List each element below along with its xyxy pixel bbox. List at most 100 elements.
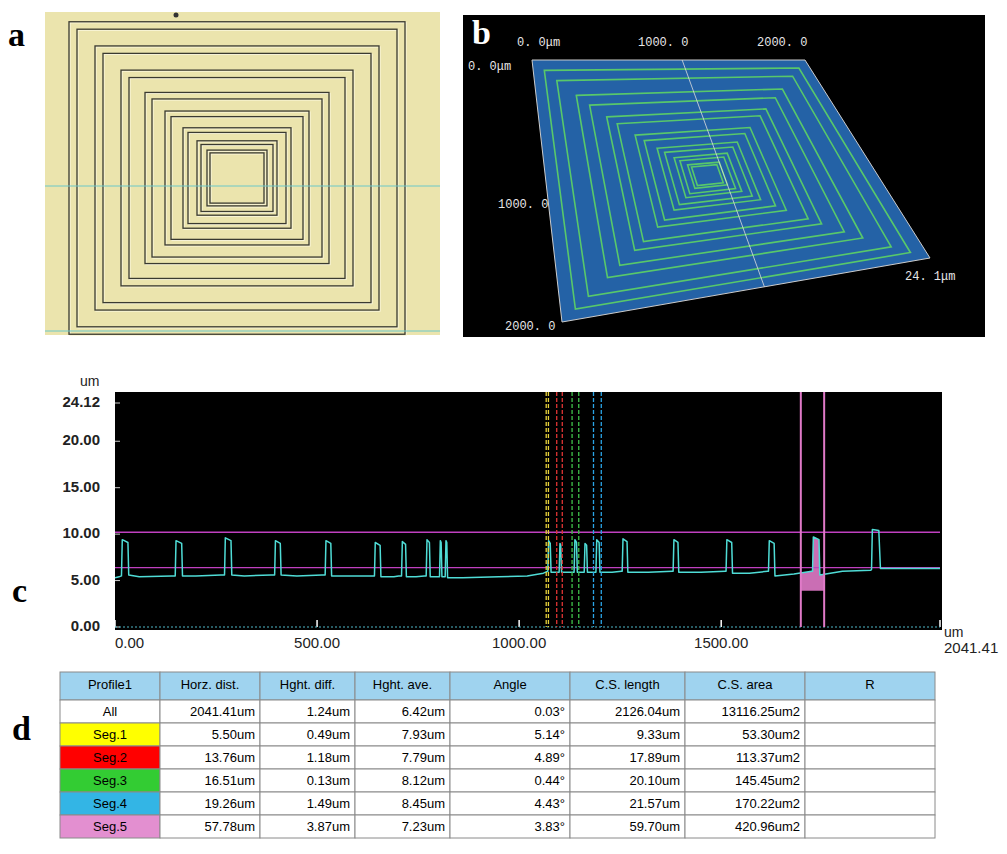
ring-highlight bbox=[184, 129, 292, 229]
segment-cursor bbox=[546, 392, 547, 627]
cell bbox=[570, 792, 685, 815]
cursor-line bbox=[45, 331, 440, 332]
background bbox=[0, 0, 1007, 854]
segment-cursor bbox=[562, 392, 563, 627]
cell bbox=[260, 746, 355, 769]
ring-highlight bbox=[130, 79, 346, 280]
label: 0.00 bbox=[71, 617, 100, 634]
ring-highlight bbox=[122, 71, 354, 287]
reference-line bbox=[115, 567, 940, 568]
label: Hght. diff. bbox=[280, 677, 335, 692]
label: 1.18um bbox=[307, 750, 350, 765]
panel-d: Profile1Horz. dist.Hght. diff.Hght. ave.… bbox=[60, 672, 935, 838]
label: 0.44° bbox=[534, 773, 565, 788]
label: R bbox=[865, 677, 874, 692]
x-tick bbox=[939, 620, 941, 627]
label: 0. 0μm bbox=[517, 36, 560, 50]
ring-highlight bbox=[208, 151, 268, 207]
label: Hght. ave. bbox=[373, 677, 432, 692]
cell bbox=[260, 769, 355, 792]
segment-cursor bbox=[601, 392, 602, 627]
ring bbox=[152, 99, 322, 257]
y-tick bbox=[115, 441, 120, 442]
cell bbox=[450, 746, 570, 769]
x-tick bbox=[316, 620, 318, 627]
x-tick bbox=[114, 620, 116, 627]
panel-letter: a bbox=[8, 16, 25, 53]
label: 145.45um2 bbox=[735, 773, 800, 788]
ring bbox=[576, 89, 863, 278]
cell bbox=[260, 700, 355, 723]
axis-title: um bbox=[944, 624, 963, 640]
ring bbox=[607, 109, 822, 251]
ring bbox=[557, 76, 891, 296]
panel-b: 0. 0μm1000. 02000. 00. 0μm1000. 02000. 0… bbox=[463, 15, 985, 337]
ring bbox=[617, 116, 808, 242]
cursor-line bbox=[682, 60, 764, 287]
panel-letter: b bbox=[472, 14, 491, 51]
cell bbox=[60, 815, 160, 838]
header-cell bbox=[685, 672, 805, 700]
label: Seg.4 bbox=[93, 796, 127, 811]
segment-cursor bbox=[548, 392, 549, 627]
ring bbox=[165, 111, 309, 245]
label: 113.37um2 bbox=[736, 750, 800, 765]
label: Seg.1 bbox=[93, 727, 127, 742]
cell bbox=[160, 723, 260, 746]
surface bbox=[532, 60, 930, 322]
cell bbox=[60, 723, 160, 746]
cell bbox=[260, 815, 355, 838]
ring-highlight bbox=[104, 54, 372, 303]
cell bbox=[160, 769, 260, 792]
ring-highlight bbox=[198, 142, 278, 216]
segment-cursor bbox=[593, 392, 594, 627]
cell bbox=[355, 769, 450, 792]
ring bbox=[121, 70, 353, 286]
cell bbox=[355, 746, 450, 769]
cell bbox=[570, 815, 685, 838]
label: 15.00 bbox=[62, 478, 100, 495]
cell bbox=[160, 792, 260, 815]
micrograph bbox=[45, 12, 440, 335]
x-tick bbox=[720, 620, 722, 627]
header-cell bbox=[60, 672, 160, 700]
label: 0.00 bbox=[115, 634, 144, 651]
cell bbox=[685, 815, 805, 838]
cursor-line bbox=[45, 186, 440, 187]
label: 170.22um2 bbox=[735, 796, 800, 811]
plot-data bbox=[115, 529, 940, 590]
label: 24.12 bbox=[62, 393, 100, 410]
cell bbox=[60, 769, 160, 792]
cell bbox=[160, 815, 260, 838]
x-axis bbox=[115, 627, 940, 628]
segment-area-group bbox=[801, 529, 824, 590]
label: Profile1 bbox=[88, 677, 132, 692]
label: 1000.00 bbox=[492, 634, 546, 651]
cell bbox=[355, 815, 450, 838]
label: Seg.5 bbox=[93, 819, 127, 834]
panel-letter: c bbox=[12, 572, 27, 609]
ring bbox=[129, 78, 345, 279]
segment-cursor bbox=[578, 392, 579, 627]
ring bbox=[674, 153, 742, 198]
label: 17.89um bbox=[629, 750, 680, 765]
segment-area bbox=[801, 529, 824, 590]
label: 8.45um bbox=[402, 796, 445, 811]
segment-cursor bbox=[556, 392, 557, 627]
cell bbox=[685, 769, 805, 792]
label: 20.00 bbox=[62, 431, 100, 448]
cell bbox=[60, 700, 160, 723]
label: 1000. 0 bbox=[498, 198, 548, 212]
cell bbox=[805, 700, 935, 723]
ring bbox=[544, 68, 910, 309]
label: 7.93um bbox=[402, 727, 445, 742]
cell bbox=[450, 723, 570, 746]
ring-highlight bbox=[96, 47, 380, 311]
y-tick bbox=[115, 534, 120, 535]
label: C.S. length bbox=[595, 677, 659, 692]
figure: a0. 0μm1000. 02000. 00. 0μm1000. 02000. … bbox=[0, 0, 1007, 854]
x-tick bbox=[518, 620, 520, 627]
ring-highlight bbox=[211, 154, 265, 204]
y-tick bbox=[115, 487, 120, 488]
cell bbox=[260, 792, 355, 815]
